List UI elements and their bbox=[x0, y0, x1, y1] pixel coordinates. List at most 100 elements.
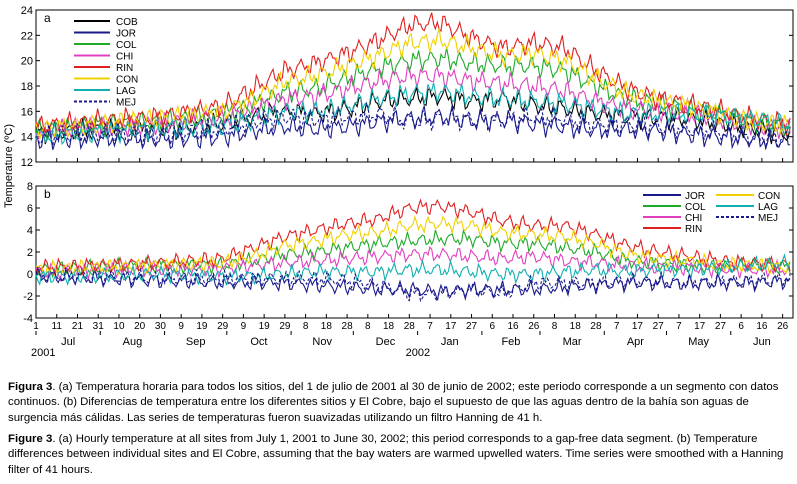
y-tick-label: 12 bbox=[21, 157, 33, 169]
series-line-chi bbox=[35, 66, 791, 141]
x-tick-label: 27 bbox=[466, 321, 478, 332]
x-tick-label: 8 bbox=[365, 321, 371, 332]
y-tick-label: -4 bbox=[23, 313, 33, 325]
y-tick-label: -2 bbox=[23, 291, 33, 303]
month-label: Jun bbox=[753, 336, 771, 348]
caption-spanish-text: . (a) Temperatura horaria para todos los… bbox=[8, 381, 779, 424]
x-tick-label: 19 bbox=[196, 321, 208, 332]
legend-label-mej: MEJ bbox=[758, 213, 778, 224]
y-tick-label: 0 bbox=[27, 269, 33, 281]
x-tick-label: 1 bbox=[33, 321, 39, 332]
x-tick-label: 26 bbox=[528, 321, 540, 332]
month-label: Feb bbox=[501, 336, 520, 348]
legend-label-lag: LAG bbox=[758, 202, 778, 213]
series-line-con bbox=[35, 28, 791, 140]
x-tick-label: 6 bbox=[489, 321, 495, 332]
month-label: Jul bbox=[61, 336, 75, 348]
panel-label: a bbox=[44, 11, 51, 25]
month-label: Aug bbox=[123, 336, 143, 348]
legend-label-rin: RIN bbox=[685, 224, 702, 235]
x-tick-label: 17 bbox=[632, 321, 644, 332]
x-tick-label: 7 bbox=[427, 321, 433, 332]
x-tick-label: 10 bbox=[113, 321, 125, 332]
x-tick-label: 20 bbox=[134, 321, 146, 332]
series-line-col bbox=[35, 229, 791, 279]
caption-spanish-label: Figura 3 bbox=[8, 381, 53, 393]
x-tick-label: 9 bbox=[241, 321, 247, 332]
x-tick-label: 8 bbox=[303, 321, 309, 332]
x-tick-label: 27 bbox=[715, 321, 727, 332]
legend-label-col: COL bbox=[685, 202, 706, 213]
month-label: Jan bbox=[441, 336, 459, 348]
legend-label-chi: CHI bbox=[116, 52, 133, 63]
month-label: Dec bbox=[376, 336, 396, 348]
x-tick-label: 19 bbox=[259, 321, 271, 332]
x-tick-label: 28 bbox=[404, 321, 416, 332]
x-tick-label: 29 bbox=[217, 321, 229, 332]
legend-label-con: CON bbox=[758, 191, 780, 202]
series-line-mej bbox=[35, 102, 791, 149]
y-tick-label: 24 bbox=[21, 5, 33, 17]
y-axis-label: Temperature (ºC) bbox=[3, 124, 15, 208]
month-label: Sep bbox=[186, 336, 206, 348]
x-tick-label: 9 bbox=[178, 321, 184, 332]
x-tick-label: 17 bbox=[445, 321, 457, 332]
y-tick-label: 20 bbox=[21, 56, 33, 68]
x-tick-label: 28 bbox=[590, 321, 602, 332]
y-tick-label: 8 bbox=[27, 181, 33, 193]
caption-english-label: Figure 3 bbox=[8, 433, 53, 445]
series-line-lag bbox=[35, 82, 791, 146]
series-line-lag bbox=[35, 253, 791, 287]
x-tick-label: 17 bbox=[694, 321, 706, 332]
month-label: Apr bbox=[627, 336, 644, 348]
month-label: May bbox=[688, 336, 709, 348]
series-line-col bbox=[35, 47, 791, 141]
legend-label-chi: CHI bbox=[685, 213, 702, 224]
legend-label-rin: RIN bbox=[116, 63, 133, 74]
caption-english: Figure 3. (a) Hourly temperature at all … bbox=[8, 432, 790, 478]
y-tick-label: 22 bbox=[21, 30, 33, 42]
x-tick-label: 31 bbox=[93, 321, 105, 332]
x-tick-label: 21 bbox=[72, 321, 84, 332]
year-label-start: 2001 bbox=[31, 347, 55, 359]
x-tick-label: 16 bbox=[756, 321, 768, 332]
y-tick-label: 4 bbox=[27, 225, 33, 237]
series-line-jor bbox=[35, 265, 791, 301]
y-tick-label: 14 bbox=[21, 132, 33, 144]
month-label: Nov bbox=[312, 336, 332, 348]
x-tick-label: 7 bbox=[676, 321, 682, 332]
x-axis: 1 11 21 31 10 20 30 9 19 29 9 19 29 8 18 28 8 18 28 7 17 27 6 1… bbox=[31, 158, 789, 359]
x-tick-label: 7 bbox=[614, 321, 620, 332]
legend-label-mej: MEJ bbox=[116, 98, 136, 109]
legend-label-jor: JOR bbox=[116, 29, 136, 40]
x-tick-label: 6 bbox=[738, 321, 744, 332]
x-tick-label: 30 bbox=[155, 321, 167, 332]
plot-frame bbox=[35, 9, 794, 163]
caption-spanish: Figura 3. (a) Temperatura horaria para t… bbox=[8, 380, 790, 426]
series-line-rin bbox=[35, 198, 791, 277]
x-tick-label: 28 bbox=[342, 321, 354, 332]
legend-label-jor: JOR bbox=[685, 191, 705, 202]
y-tick-label: 2 bbox=[27, 247, 33, 259]
legend-label-cob: COB bbox=[116, 17, 138, 28]
x-tick-label: 18 bbox=[570, 321, 582, 332]
x-tick-label: 26 bbox=[777, 321, 789, 332]
y-tick-label: 16 bbox=[21, 106, 33, 118]
x-tick-label: 18 bbox=[383, 321, 395, 332]
legend-label-con: CON bbox=[116, 75, 138, 86]
legend-label-col: COL bbox=[116, 40, 137, 51]
x-tick-label: 18 bbox=[321, 321, 333, 332]
x-tick-label: 27 bbox=[653, 321, 665, 332]
month-label: Oct bbox=[250, 336, 267, 348]
y-tick-label: 18 bbox=[21, 81, 33, 93]
caption-english-text: . (a) Hourly temperature at all sites fr… bbox=[8, 433, 784, 476]
year-label-mid: 2002 bbox=[406, 347, 430, 359]
series-line-rin bbox=[35, 12, 791, 136]
panel-label: b bbox=[44, 187, 51, 201]
x-tick-label: 8 bbox=[552, 321, 558, 332]
month-label: Mar bbox=[563, 336, 582, 348]
x-tick-label: 11 bbox=[52, 321, 63, 332]
